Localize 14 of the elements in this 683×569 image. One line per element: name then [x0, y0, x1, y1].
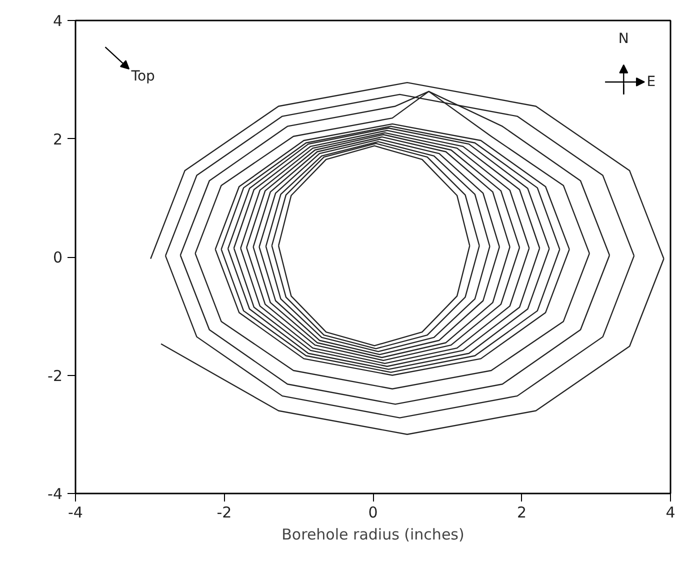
y-tick-label: 4	[52, 12, 63, 30]
x-tick-label: 2	[516, 504, 527, 522]
y-tick-label: -4	[48, 485, 63, 503]
annotation: E	[646, 74, 656, 90]
y-tick-label: -2	[48, 366, 63, 385]
y-tick-label: 0	[52, 248, 63, 266]
x-tick-label: 0	[368, 504, 378, 522]
x-tick-label: -2	[216, 504, 232, 522]
x-tick-label: -4	[68, 504, 83, 522]
x-axis-title: Borehole radius (inches)	[282, 526, 464, 544]
y-tick-label: 2	[52, 130, 63, 148]
x-tick-label: 4	[666, 504, 676, 522]
annotation: N	[618, 31, 629, 48]
annotation: Top	[130, 68, 156, 85]
